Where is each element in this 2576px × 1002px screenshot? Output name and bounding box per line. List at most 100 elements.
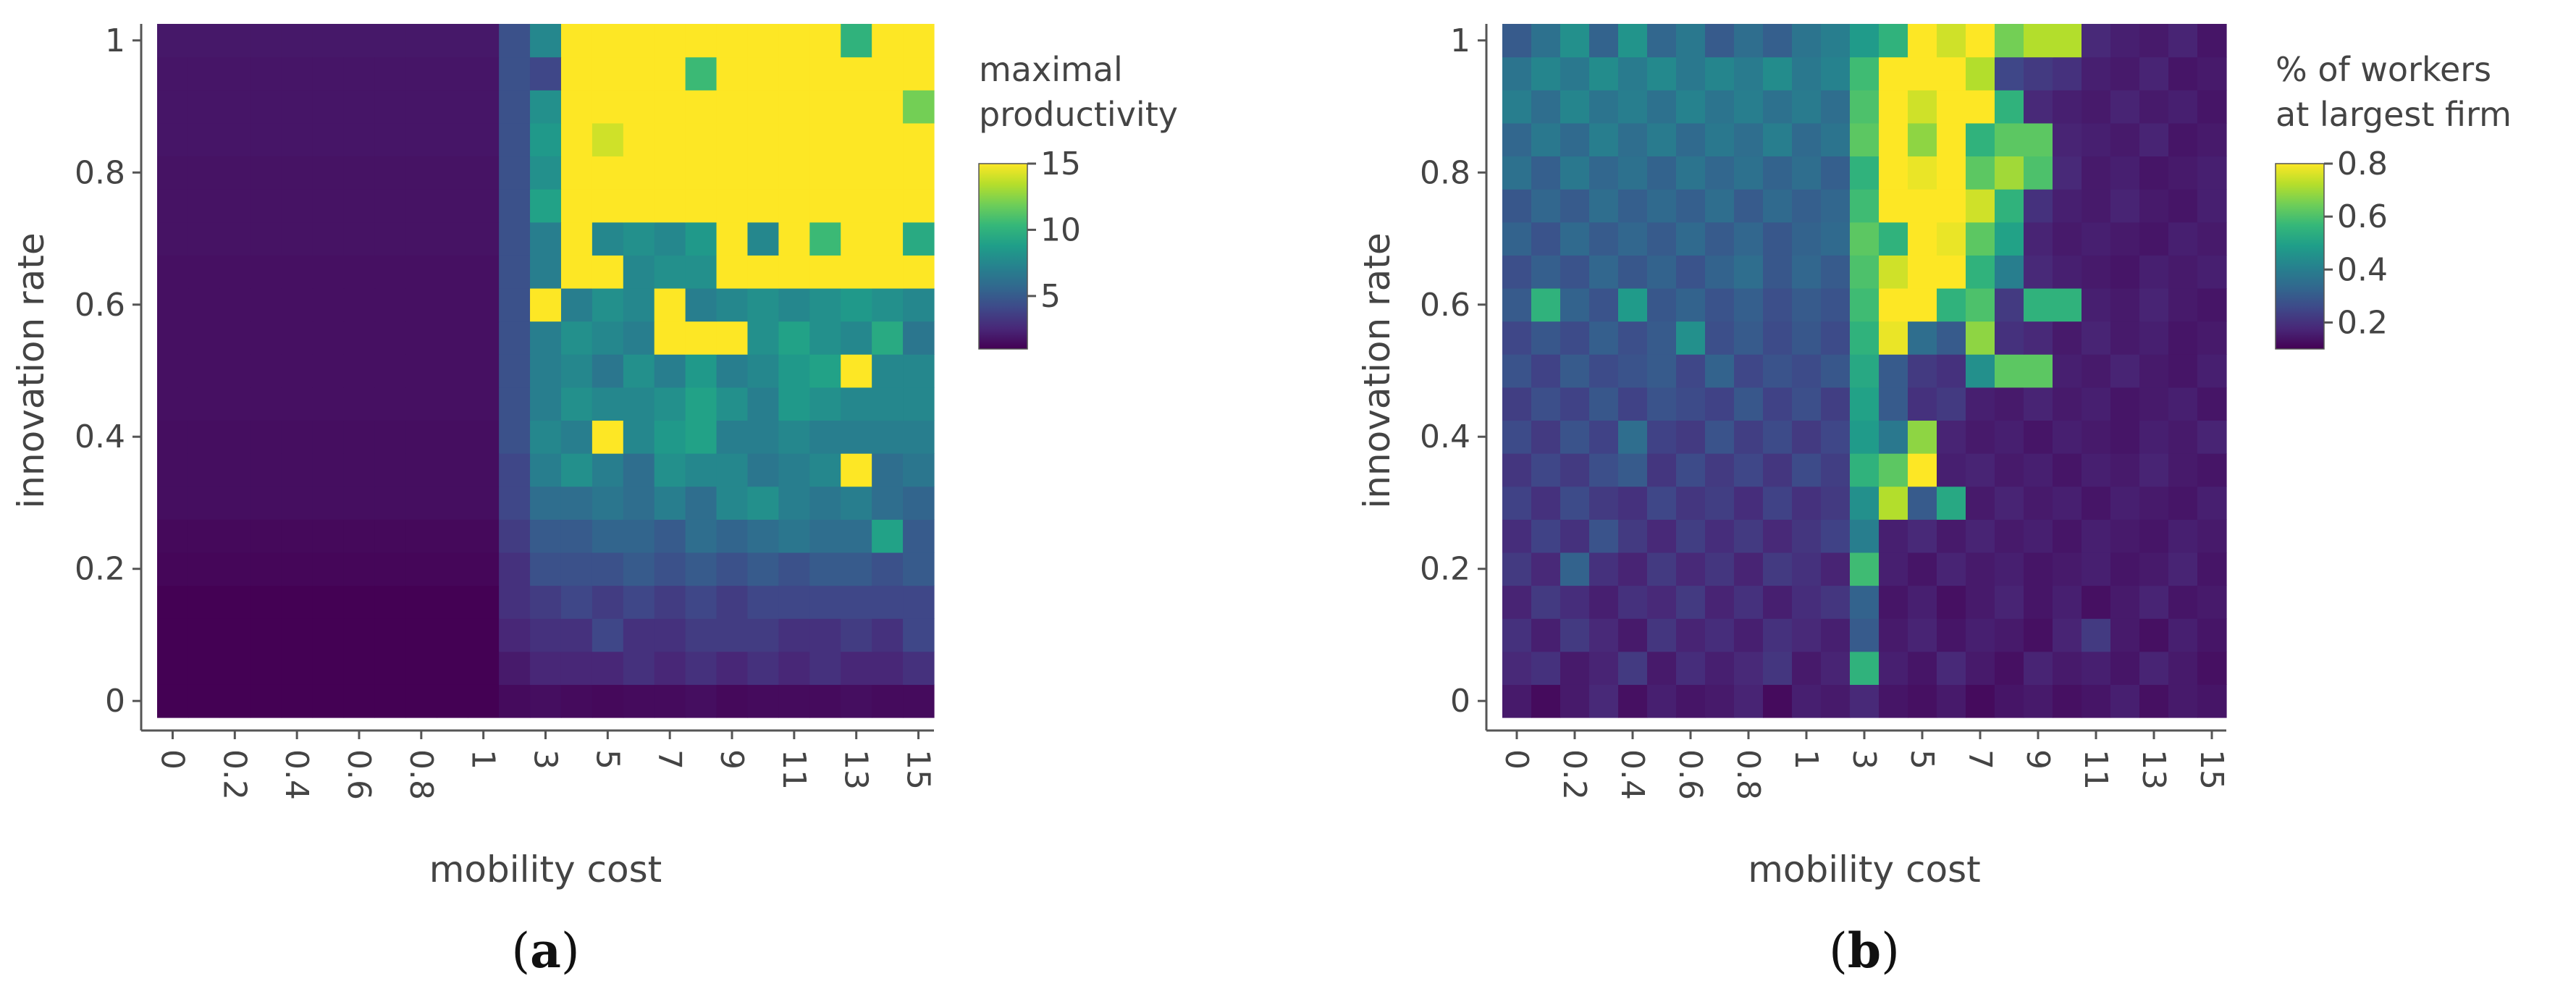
heatmap-cell [1676,90,1706,124]
heatmap-cell [157,122,189,157]
heatmap-cell [1763,420,1793,454]
heatmap-cell [903,618,935,652]
heatmap-cell [2168,321,2198,355]
heatmap-cell [1734,618,1764,652]
x-tick-label: 0.6 [340,749,377,800]
heatmap-cell [1908,519,1937,553]
heatmap-cell [1879,90,1908,124]
colorbar-title: maximal [979,50,1123,89]
heatmap-cell [747,684,779,718]
heatmap-cell [374,354,406,388]
heatmap-cell [1502,90,1532,124]
heatmap-cell [157,486,189,520]
colorbar-tick-label: 0.4 [2337,251,2388,288]
heatmap-cell [1908,255,1937,289]
heatmap-cell [1879,387,1908,421]
heatmap-cell [716,684,749,718]
heatmap-cell [560,24,593,58]
heatmap-cell [157,552,189,586]
heatmap-cell [1705,420,1735,454]
heatmap-cell [219,287,251,322]
heatmap-cell [2024,156,2053,190]
heatmap-cell [2110,222,2140,256]
heatmap-cell [1531,585,1561,619]
heatmap-cell [1560,122,1590,157]
heatmap-cell [778,420,810,454]
heatmap-cell [312,585,345,619]
heatmap-cell [2168,24,2198,58]
heatmap-cell [592,156,624,190]
heatmap-cell [1676,618,1706,652]
heatmap-cell [716,519,749,553]
heatmap-cell [2053,585,2082,619]
heatmap-cell [1618,486,1648,520]
heatmap-cell [1879,24,1908,58]
heatmap-cell [374,156,406,190]
heatmap-cell [468,189,500,223]
heatmap-cell [2110,618,2140,652]
heatmap-cell [716,255,749,289]
heatmap-cell [809,287,841,322]
heatmap-cell [1560,24,1590,58]
heatmap-cell [530,585,562,619]
colorbar [978,163,1028,350]
heatmap-cell [716,453,749,487]
heatmap-cell [343,519,376,553]
heatmap-cell [530,90,562,124]
heatmap-cell [1560,189,1590,223]
heatmap-cell [1966,222,1995,256]
heatmap-cell [1676,255,1706,289]
heatmap-cell [592,24,624,58]
heatmap-cell [468,156,500,190]
heatmap-cell [872,255,904,289]
heatmap-cell [1792,122,1822,157]
heatmap-cell [219,122,251,157]
heatmap-cell [281,651,313,685]
heatmap-cell [1531,90,1561,124]
heatmap-cell [2110,453,2140,487]
heatmap-cell [1502,287,1532,322]
heatmap-cell [592,122,624,157]
heatmap-cell [2053,486,2082,520]
heatmap-cell [778,255,810,289]
heatmap-cell [437,552,468,586]
heatmap-cell [560,321,593,355]
heatmap-cell [250,453,282,487]
heatmap-cell [405,486,437,520]
heatmap-cell [872,651,904,685]
heatmap-cell [468,222,500,256]
heatmap-cell [312,189,345,223]
heatmap-cell [437,453,468,487]
heatmap-cell [1589,321,1619,355]
heatmap-cell [499,684,531,718]
heatmap-cell [1966,255,1995,289]
heatmap-cell [2197,651,2227,685]
heatmap-cell [2024,222,2053,256]
heatmap-cell [2110,519,2140,553]
heatmap-cell [281,354,313,388]
heatmap-cell [1879,122,1908,157]
heatmap-cell [1531,56,1561,90]
heatmap-cell [1821,585,1851,619]
heatmap-cell [437,56,468,90]
heatmap-cell [654,519,686,553]
heatmap-cell [809,189,841,223]
heatmap-cell [1618,122,1648,157]
heatmap-cell [157,24,189,58]
heatmap-cell [747,56,779,90]
heatmap-cell [343,222,376,256]
heatmap-cell [1879,453,1908,487]
heatmap-cell [1618,387,1648,421]
heatmap-cell [2139,420,2169,454]
heatmap-cell [654,122,686,157]
heatmap-cell [1676,156,1706,190]
heatmap-cell [1647,255,1677,289]
heatmap-cell [250,420,282,454]
heatmap-cell [1531,156,1561,190]
heatmap-cell [1618,156,1648,190]
heatmap-cell [405,420,437,454]
heatmap-cell [778,156,810,190]
x-axis-label: mobility cost [429,849,662,891]
heatmap-cell [312,156,345,190]
heatmap-cell [1647,387,1677,421]
